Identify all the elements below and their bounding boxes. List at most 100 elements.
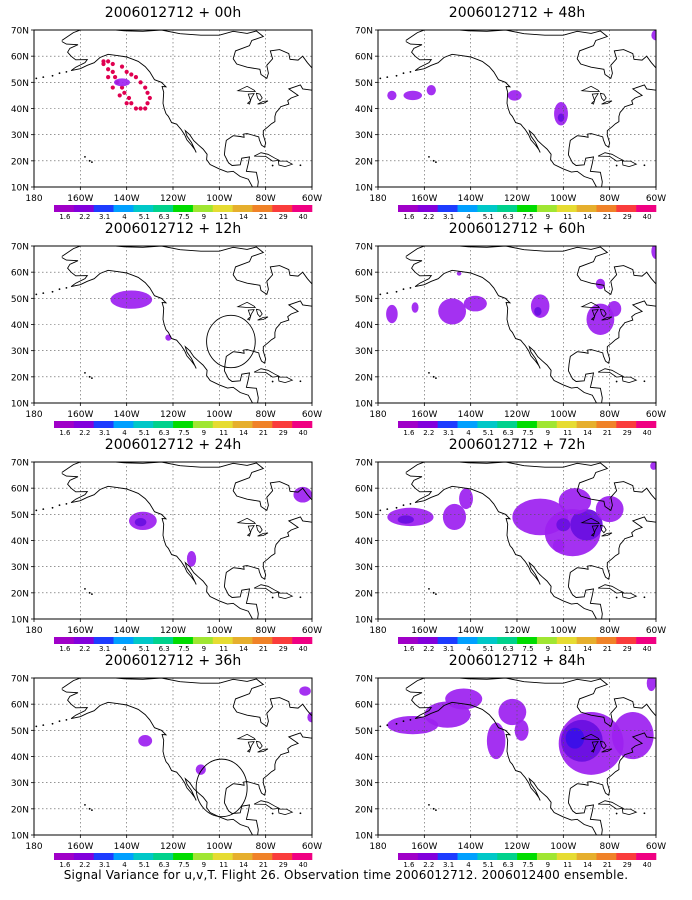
- great-lake: [590, 741, 599, 753]
- lat-tick-label: 70N: [11, 243, 29, 253]
- signal-area: [556, 518, 571, 532]
- colorbar-swatch: [133, 421, 154, 428]
- colorbar-swatch: [232, 421, 253, 428]
- colorbar-label: 2.2: [423, 861, 434, 869]
- lat-tick-label: 40N: [355, 753, 373, 763]
- hispaniola: [277, 592, 294, 600]
- lat-tick-label: 10N: [11, 400, 29, 410]
- island: [88, 807, 91, 810]
- lat-tick-label: 70N: [355, 27, 373, 37]
- lon-tick-label: 160W: [67, 626, 93, 636]
- island: [271, 380, 274, 383]
- island: [643, 164, 646, 167]
- colorbar-swatch: [232, 853, 253, 860]
- island: [615, 380, 618, 383]
- great-lake: [236, 301, 257, 308]
- signal-area: [299, 686, 311, 696]
- coastline: [567, 84, 656, 187]
- colorbar-label: 29: [623, 861, 632, 869]
- cuba: [253, 800, 281, 810]
- panel-title: 2006012712 + 84h: [449, 653, 585, 669]
- island: [615, 596, 618, 599]
- island: [88, 159, 91, 162]
- colorbar-swatch: [54, 637, 75, 644]
- coastline: [61, 462, 312, 512]
- observation-point-marker: [122, 90, 127, 95]
- great-lake: [601, 100, 613, 105]
- colorbar-swatch: [73, 637, 94, 644]
- island: [271, 164, 274, 167]
- signal-area: [445, 688, 483, 710]
- signal-area: [486, 722, 506, 760]
- lat-tick-label: 50N: [11, 295, 29, 305]
- observation-point-marker: [133, 106, 139, 111]
- lon-tick-label: 160W: [67, 842, 93, 852]
- colorbar-swatch: [212, 421, 233, 428]
- signal-area: [386, 304, 398, 324]
- colorbar-swatch: [133, 205, 154, 212]
- colorbar-swatch: [517, 205, 538, 212]
- colorbar-swatch: [517, 421, 538, 428]
- lon-tick-label: 80W: [599, 410, 619, 420]
- colorbar-label: 40: [299, 645, 308, 653]
- island: [379, 509, 382, 512]
- observation-point-marker: [143, 85, 148, 90]
- colorbar-swatch: [477, 205, 498, 212]
- island: [91, 377, 93, 380]
- lat-tick-label: 30N: [355, 563, 373, 573]
- island: [58, 504, 61, 507]
- figure-caption: Signal Variance for u,v,T. Flight 26. Ob…: [63, 868, 629, 882]
- map-panel: 2006012712 + 00h 70N 60N 50N 40N 30N 20N 10N180…: [11, 5, 322, 221]
- colorbar-label: 2.2: [79, 861, 90, 869]
- lon-tick-label: 180: [25, 842, 42, 852]
- lon-tick-label: 60W: [646, 842, 666, 852]
- observation-point-marker: [106, 59, 111, 64]
- colorbar-swatch: [437, 421, 458, 428]
- colorbar-swatch: [252, 637, 273, 644]
- colorbar-swatch: [292, 853, 313, 860]
- observation-point-marker: [126, 95, 132, 101]
- island: [435, 161, 437, 164]
- hispaniola: [621, 808, 638, 816]
- lat-tick-label: 70N: [355, 459, 373, 469]
- coastline: [567, 516, 656, 619]
- cuba: [597, 368, 625, 378]
- colorbar-label: 21: [259, 861, 268, 869]
- colorbar-label: 7.5: [522, 429, 533, 437]
- signal-area: [651, 246, 656, 260]
- colorbar-label: 6.3: [159, 645, 170, 653]
- signal-area: [438, 298, 467, 325]
- colorbar-label: 4: [122, 645, 127, 653]
- colorbar-swatch: [272, 421, 293, 428]
- colorbar-swatch: [153, 421, 174, 428]
- colorbar-label: 29: [279, 213, 288, 221]
- great-lake: [599, 308, 607, 318]
- map-area: [378, 30, 656, 187]
- colorbar-label: 3.1: [443, 645, 454, 653]
- island: [51, 722, 54, 725]
- island: [42, 76, 45, 78]
- colorbar-label: 29: [279, 429, 288, 437]
- signal-area: [646, 678, 656, 692]
- colorbar-label: 6.3: [503, 861, 514, 869]
- island: [386, 724, 389, 726]
- lon-tick-label: 140W: [114, 626, 140, 636]
- island: [402, 72, 405, 75]
- colorbar-swatch: [54, 853, 75, 860]
- colorbar-swatch: [576, 637, 597, 644]
- observation-point-marker: [101, 59, 106, 64]
- lat-tick-label: 30N: [11, 563, 29, 573]
- panel-title: 2006012712 + 12h: [105, 221, 241, 237]
- colorbar-swatch: [398, 637, 419, 644]
- coastline: [567, 300, 656, 403]
- island: [402, 720, 405, 723]
- colorbar-swatch: [133, 637, 154, 644]
- colorbar-swatch: [437, 853, 458, 860]
- island: [432, 375, 435, 378]
- island: [88, 591, 91, 594]
- island: [395, 722, 398, 725]
- coastline: [405, 41, 615, 187]
- colorbar-swatch: [73, 853, 94, 860]
- colorbar-swatch: [556, 205, 577, 212]
- lon-tick-label: 80W: [255, 842, 275, 852]
